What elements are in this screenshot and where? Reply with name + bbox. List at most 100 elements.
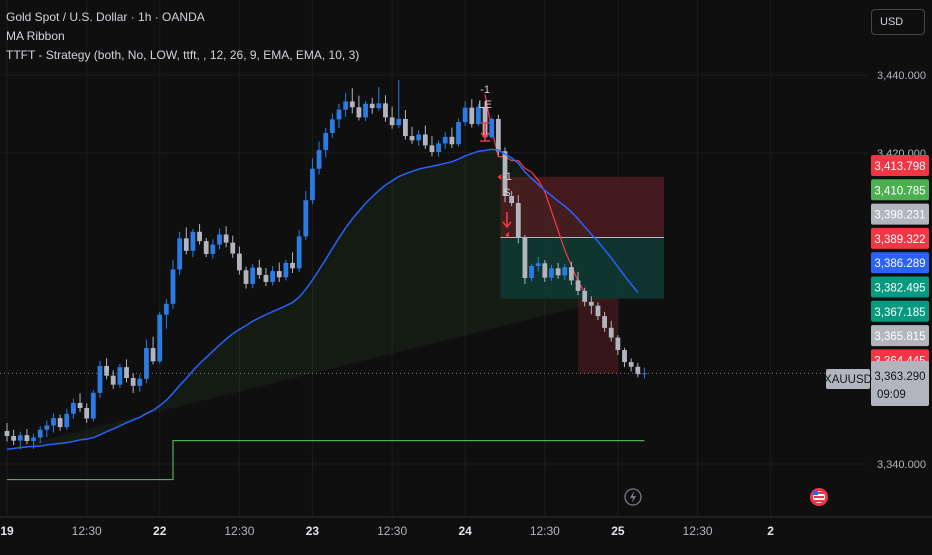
candle[interactable]	[44, 420, 50, 438]
lightning-icon[interactable]	[624, 488, 642, 506]
candle[interactable]	[237, 246, 242, 275]
candle[interactable]	[290, 252, 295, 274]
candle[interactable]	[562, 264, 568, 281]
candle[interactable]	[555, 262, 561, 279]
candle[interactable]	[170, 259, 176, 309]
candle[interactable]	[429, 136, 435, 157]
candle[interactable]	[177, 231, 183, 275]
candle[interactable]	[363, 101, 368, 121]
candle[interactable]	[316, 141, 322, 175]
candle[interactable]	[495, 114, 501, 156]
candle[interactable]	[409, 126, 415, 144]
candle[interactable]	[396, 80, 402, 129]
candle[interactable]	[336, 103, 342, 128]
candle[interactable]	[24, 428, 30, 445]
candle[interactable]	[117, 363, 123, 388]
candle[interactable]	[622, 347, 627, 368]
candle[interactable]	[569, 261, 574, 286]
candle[interactable]	[104, 358, 109, 380]
candle[interactable]	[250, 264, 256, 289]
time-axis[interactable]: 19 12:30 22 12:30 23 12:30 24 12:30 25 12:30 2	[0, 516, 932, 538]
candle[interactable]	[270, 265, 275, 286]
candle[interactable]	[130, 373, 136, 394]
candle[interactable]	[283, 259, 289, 281]
candle[interactable]	[303, 190, 309, 240]
candle[interactable]	[462, 101, 468, 126]
candle[interactable]	[110, 370, 116, 389]
candle[interactable]	[243, 266, 249, 289]
candle[interactable]	[71, 398, 76, 419]
candle[interactable]	[442, 132, 448, 149]
candle[interactable]	[369, 97, 375, 114]
candle[interactable]	[595, 302, 601, 321]
candle[interactable]	[403, 110, 408, 140]
candle[interactable]	[535, 257, 541, 272]
candle[interactable]	[11, 429, 17, 445]
candle[interactable]	[203, 237, 209, 258]
candle[interactable]	[608, 320, 614, 342]
candle[interactable]	[575, 271, 581, 296]
candle[interactable]	[150, 336, 156, 365]
indicator-ttft-strategy[interactable]: TTFT - Strategy (both, No, LOW, ttft, , …	[6, 48, 360, 62]
candle[interactable]	[4, 423, 10, 442]
candle[interactable]	[436, 140, 441, 157]
candle[interactable]	[230, 235, 236, 258]
candle[interactable]	[263, 267, 269, 287]
candle[interactable]	[329, 113, 335, 138]
candle[interactable]	[77, 393, 83, 412]
candle[interactable]	[515, 195, 521, 244]
candle[interactable]	[602, 311, 607, 332]
candle[interactable]	[449, 127, 455, 149]
candle[interactable]	[416, 130, 422, 146]
candle[interactable]	[64, 408, 70, 430]
price-axis[interactable]: 3,440.0003,420.0003,340.0003,413.7983,41…	[868, 0, 932, 550]
candle[interactable]	[389, 106, 395, 129]
candle[interactable]	[124, 359, 129, 383]
candle[interactable]	[542, 260, 548, 282]
candle[interactable]	[343, 93, 349, 117]
candle[interactable]	[588, 296, 594, 315]
candle[interactable]	[628, 358, 634, 372]
candle[interactable]	[84, 403, 90, 423]
candle[interactable]	[582, 287, 588, 307]
candle[interactable]	[509, 190, 515, 207]
candle[interactable]	[210, 239, 216, 259]
indicator-ma-ribbon[interactable]: MA Ribbon	[6, 29, 65, 43]
candle[interactable]	[17, 431, 23, 450]
symbol-title[interactable]: Gold Spot / U.S. Dollar · 1h · OANDA	[6, 10, 205, 24]
candle[interactable]	[37, 426, 43, 443]
candle[interactable]	[217, 228, 222, 250]
us-flag-icon[interactable]	[810, 488, 828, 506]
candle[interactable]	[296, 230, 302, 272]
candle[interactable]	[51, 413, 56, 433]
candle[interactable]	[635, 362, 641, 378]
candle[interactable]	[144, 339, 149, 384]
candle[interactable]	[97, 360, 103, 398]
candle[interactable]	[276, 262, 282, 282]
candle[interactable]	[522, 234, 528, 284]
candle[interactable]	[223, 226, 229, 248]
candle[interactable]	[469, 99, 475, 128]
candle[interactable]	[323, 127, 329, 158]
candle[interactable]	[376, 87, 382, 111]
candle[interactable]	[256, 259, 262, 279]
candle[interactable]	[190, 229, 196, 258]
candle[interactable]	[502, 147, 508, 203]
candle[interactable]	[529, 263, 534, 282]
candle[interactable]	[615, 335, 621, 356]
candle[interactable]	[456, 118, 461, 147]
candle[interactable]	[310, 158, 315, 205]
candle[interactable]	[476, 103, 481, 127]
candle[interactable]	[163, 299, 169, 329]
candle[interactable]	[489, 117, 495, 139]
currency-button[interactable]: USD	[871, 9, 925, 35]
candle[interactable]	[383, 95, 388, 122]
candle[interactable]	[90, 390, 96, 422]
candle[interactable]	[549, 264, 554, 281]
candle[interactable]	[157, 311, 163, 364]
candle[interactable]	[183, 227, 189, 255]
candle[interactable]	[197, 223, 202, 245]
candle[interactable]	[137, 374, 143, 392]
